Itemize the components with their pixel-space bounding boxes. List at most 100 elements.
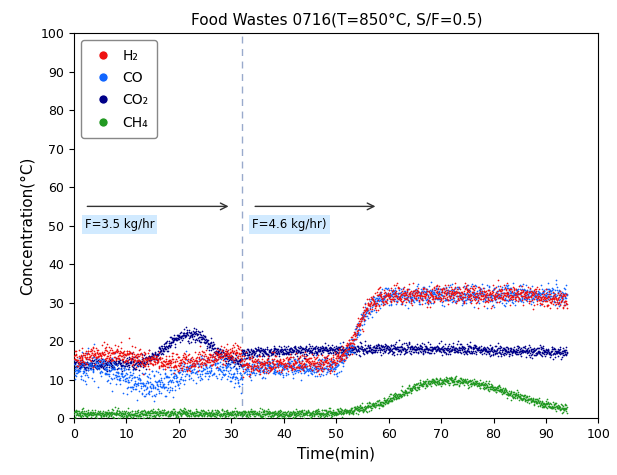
Point	[133, 375, 143, 383]
Point	[97, 355, 107, 363]
Point	[184, 329, 194, 336]
Point	[122, 349, 132, 357]
Point	[378, 342, 388, 350]
Point	[555, 287, 565, 295]
Point	[118, 389, 128, 397]
Point	[358, 407, 368, 415]
Point	[326, 364, 336, 372]
Point	[230, 356, 240, 364]
Point	[259, 406, 269, 414]
Point	[535, 296, 545, 304]
Point	[226, 411, 236, 418]
Point	[511, 391, 521, 399]
Point	[492, 349, 502, 357]
Point	[170, 359, 180, 366]
Point	[362, 305, 371, 313]
Point	[404, 339, 414, 347]
Point	[309, 410, 319, 418]
Point	[106, 359, 115, 367]
Point	[457, 379, 466, 387]
Point	[202, 408, 212, 416]
Point	[409, 384, 419, 391]
Point	[255, 360, 265, 367]
Point	[366, 307, 376, 315]
Point	[281, 410, 291, 418]
Point	[89, 357, 99, 364]
Point	[163, 361, 173, 368]
Point	[402, 286, 412, 294]
Point	[270, 352, 280, 360]
Point	[127, 383, 137, 390]
Point	[313, 364, 323, 372]
Point	[361, 309, 371, 316]
Point	[337, 345, 347, 352]
Point	[322, 368, 332, 376]
Point	[511, 286, 521, 294]
Point	[100, 365, 110, 373]
Point	[558, 403, 568, 410]
Point	[155, 370, 165, 378]
Point	[156, 362, 166, 370]
Point	[98, 360, 108, 368]
Point	[554, 296, 564, 304]
Point	[275, 346, 284, 354]
Point	[357, 404, 366, 411]
Point	[352, 347, 362, 355]
Point	[80, 411, 89, 419]
Point	[394, 289, 404, 296]
Point	[381, 342, 391, 349]
Point	[494, 348, 503, 355]
Point	[404, 296, 413, 304]
Point	[454, 344, 464, 352]
Point	[142, 372, 152, 380]
Point	[369, 293, 379, 301]
Point	[128, 359, 138, 366]
Point	[88, 411, 97, 419]
Point	[152, 351, 162, 359]
Point	[468, 343, 478, 351]
Point	[555, 343, 565, 351]
Point	[281, 349, 291, 356]
Point	[235, 369, 245, 377]
Point	[175, 361, 185, 369]
Point	[103, 357, 113, 365]
Point	[304, 411, 313, 418]
Point	[416, 380, 426, 388]
Point	[136, 359, 146, 367]
Point	[288, 413, 298, 421]
Point	[486, 295, 495, 303]
Point	[475, 287, 485, 295]
Point	[141, 359, 151, 366]
Point	[560, 405, 569, 413]
Point	[293, 409, 303, 417]
Point	[431, 283, 441, 290]
Point	[551, 402, 561, 410]
Point	[117, 349, 127, 356]
Point	[227, 357, 237, 364]
Point	[461, 350, 471, 357]
Point	[420, 299, 429, 306]
Point	[405, 387, 415, 394]
Point	[506, 396, 516, 403]
Point	[193, 408, 203, 416]
Point	[346, 406, 355, 413]
Point	[168, 374, 178, 381]
Point	[384, 392, 394, 399]
Point	[105, 410, 115, 418]
Point	[176, 361, 186, 369]
Point	[362, 347, 372, 355]
Point	[275, 349, 284, 357]
Point	[473, 381, 482, 389]
Point	[352, 323, 362, 331]
Point	[475, 348, 485, 355]
Point	[144, 409, 154, 417]
Point	[519, 348, 529, 355]
Point	[146, 414, 156, 422]
Point	[346, 340, 355, 347]
Point	[297, 356, 307, 364]
Point	[269, 349, 279, 356]
Point	[286, 360, 296, 367]
Point	[233, 374, 242, 381]
Point	[246, 350, 255, 358]
Point	[305, 364, 315, 371]
